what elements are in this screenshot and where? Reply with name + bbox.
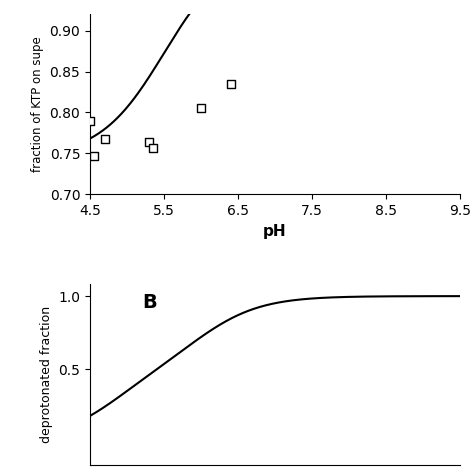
Point	[197, 105, 205, 112]
X-axis label: pH: pH	[263, 224, 287, 238]
Point	[146, 138, 153, 146]
Y-axis label: deprotonated fraction: deprotonated fraction	[40, 306, 53, 443]
Point	[101, 135, 109, 143]
Point	[90, 152, 98, 160]
Point	[149, 144, 157, 152]
Point	[227, 80, 234, 88]
Y-axis label: fraction of KTP on supe: fraction of KTP on supe	[31, 36, 44, 172]
Point	[86, 118, 94, 125]
Text: B: B	[142, 293, 156, 312]
